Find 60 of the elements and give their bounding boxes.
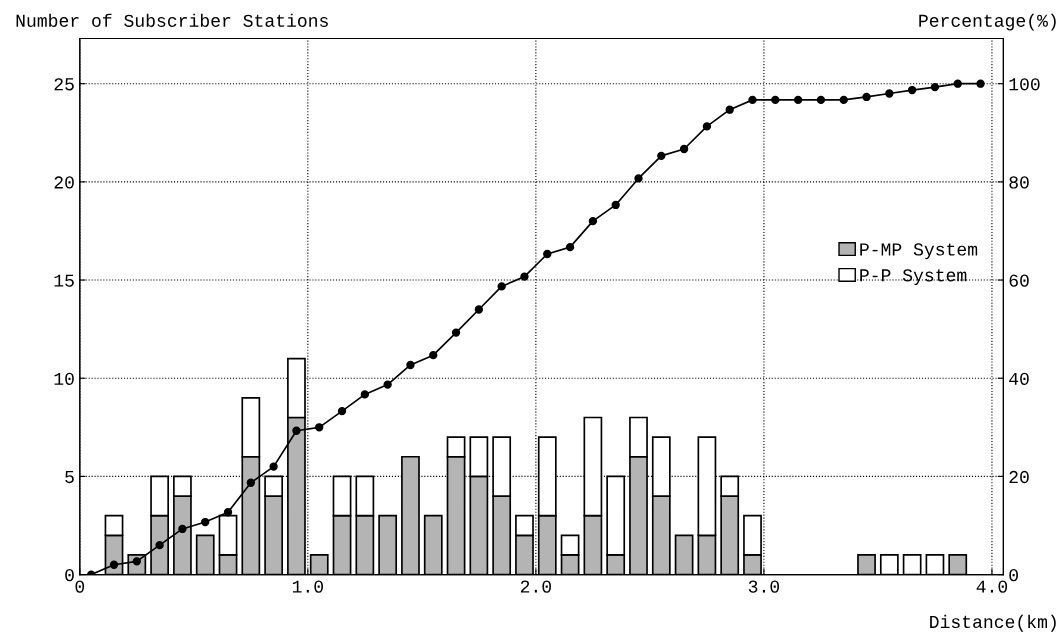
point <box>679 144 689 154</box>
point <box>474 305 484 314</box>
point <box>839 95 848 105</box>
point <box>725 105 734 114</box>
point <box>657 151 666 161</box>
y-tick-label: 10 <box>54 372 74 385</box>
point <box>292 426 301 435</box>
y2-axis-title: Percentage(%) <box>919 13 1056 31</box>
point <box>588 216 598 226</box>
point <box>793 95 803 105</box>
point <box>748 95 757 105</box>
point <box>269 462 278 471</box>
point <box>337 406 347 416</box>
point <box>543 249 552 259</box>
point <box>816 95 826 105</box>
y2-tick-label: 80 <box>1009 176 1029 189</box>
y-tick-label: 20 <box>54 176 74 189</box>
point <box>953 79 962 88</box>
point <box>771 95 780 105</box>
x-tick-label: 0 <box>75 580 85 593</box>
y2-tick-label: 40 <box>1009 372 1029 385</box>
y2-tick-label: 60 <box>1009 274 1029 287</box>
point <box>930 82 940 92</box>
x-tick-label: 2.0 <box>520 580 552 593</box>
x-tick-label: 1.0 <box>292 580 323 593</box>
point <box>702 122 712 131</box>
y2-tick-label: 20 <box>1009 470 1029 484</box>
point <box>109 560 119 569</box>
x-tick-label: 3.0 <box>748 580 780 593</box>
point <box>223 508 233 517</box>
point <box>315 423 324 432</box>
point <box>611 200 620 210</box>
point <box>634 174 643 183</box>
point <box>155 540 164 550</box>
point <box>907 85 917 95</box>
point <box>429 350 438 360</box>
point <box>862 92 871 102</box>
point <box>520 272 529 281</box>
point <box>201 517 210 527</box>
point <box>360 390 370 399</box>
y2-tick-label: 100 <box>1009 78 1040 91</box>
point <box>565 242 575 252</box>
x-tick-label: 4.0 <box>976 580 1008 593</box>
legend-label: P-MP System <box>860 243 978 260</box>
point <box>178 524 187 534</box>
point <box>383 380 392 389</box>
y-axis-title: Number of Subscriber Stations <box>16 13 328 27</box>
x-axis-title: Distance(km) <box>930 614 1056 632</box>
point <box>976 79 985 88</box>
legend-label: P-P System <box>860 269 967 286</box>
y2-tick-label: 0 <box>1009 569 1018 582</box>
point <box>885 89 894 98</box>
y-tick-label: 25 <box>54 78 74 91</box>
point <box>497 282 506 291</box>
point <box>451 328 461 337</box>
y-tick-label: 5 <box>65 471 74 484</box>
point <box>246 478 255 487</box>
point <box>406 360 415 370</box>
y-tick-label: 0 <box>65 569 74 582</box>
y-tick-label: 15 <box>54 274 74 287</box>
